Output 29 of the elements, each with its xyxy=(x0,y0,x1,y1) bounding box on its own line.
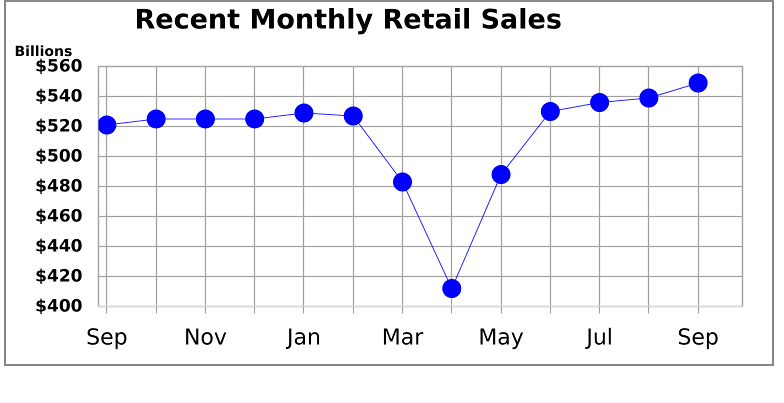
x-tick-label: Nov xyxy=(184,326,227,350)
point xyxy=(639,88,658,108)
point xyxy=(294,104,314,122)
x-tick-label: Sep xyxy=(677,326,719,350)
chart-title: Recent Monthly Retail Sales xyxy=(134,4,562,36)
x-tick-label: Mar xyxy=(382,326,424,350)
point xyxy=(442,279,462,298)
point xyxy=(492,165,511,184)
point xyxy=(344,106,363,126)
y-tick-label: $500 xyxy=(35,146,83,166)
y-tick-label: $420 xyxy=(35,266,83,286)
x-tick-label: Jul xyxy=(584,326,613,350)
y-tick-label: $520 xyxy=(35,116,83,136)
y-tick-label: $480 xyxy=(35,176,83,196)
y-tick-label: $540 xyxy=(35,86,83,106)
y-tick-label: $400 xyxy=(35,296,83,316)
point xyxy=(196,110,215,128)
point xyxy=(98,116,116,134)
y-tick-label: $440 xyxy=(35,236,83,256)
point xyxy=(146,110,166,128)
point xyxy=(590,93,610,112)
y-tick-label: $460 xyxy=(35,206,83,226)
x-tick-label: Sep xyxy=(86,326,128,350)
x-tick-label: Jan xyxy=(285,326,321,350)
point xyxy=(393,172,412,192)
point xyxy=(540,102,560,121)
point xyxy=(245,110,264,128)
x-tick-label: May xyxy=(478,326,524,350)
point xyxy=(688,74,708,92)
